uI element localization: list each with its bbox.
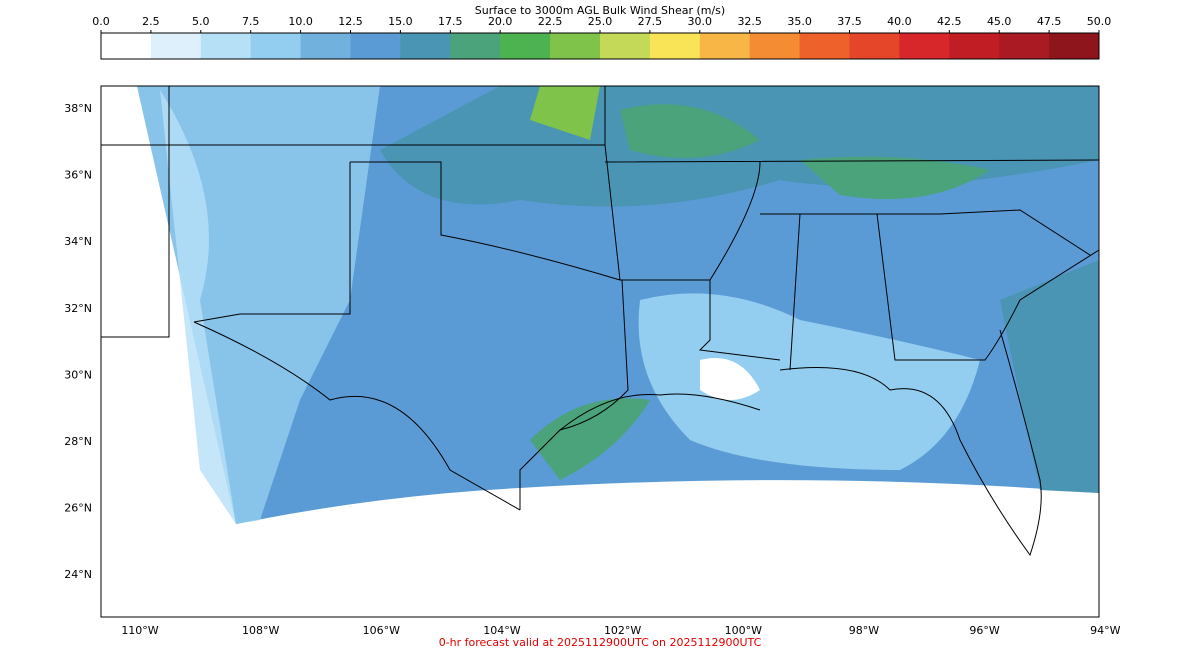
colorbar-bin <box>799 33 850 59</box>
colorbar-bin <box>400 33 451 59</box>
colorbar-bin <box>1049 33 1100 59</box>
colorbar-tick-label: 5.0 <box>192 15 210 28</box>
colorbar-bin <box>200 33 252 59</box>
colorbar-tick-label: 47.5 <box>1037 15 1062 28</box>
colorbar-tick-label: 45.0 <box>987 15 1012 28</box>
colorbar-tick-label: 30.0 <box>688 15 713 28</box>
lon-label: 100°W <box>725 624 762 637</box>
colorbar-tick-label: 2.5 <box>142 15 160 28</box>
lat-label: 30°N <box>64 368 92 381</box>
lon-label: 102°W <box>604 624 641 637</box>
lat-label: 36°N <box>64 169 92 182</box>
colorbar-tick-label: 17.5 <box>438 15 463 28</box>
colorbar-tick-label: 25.0 <box>588 15 613 28</box>
lat-label: 24°N <box>64 568 92 581</box>
colorbar-bin <box>649 33 701 59</box>
colorbar-bin <box>500 33 551 59</box>
lat-label: 32°N <box>64 302 92 315</box>
colorbar-bin <box>699 33 751 59</box>
colorbar-title: Surface to 3000m AGL Bulk Wind Shear (m/… <box>475 4 725 17</box>
colorbar-tick-label: 22.5 <box>538 15 563 28</box>
colorbar-bin <box>999 33 1050 59</box>
lon-label: 104°W <box>483 624 520 637</box>
colorbar-tick-label: 7.5 <box>242 15 260 28</box>
colorbar-tick-label: 50.0 <box>1087 15 1112 28</box>
map-axes: 38°N 36°N 34°N 32°N 30°N 28°N 26°N 24°N 110°W 108… <box>64 102 1120 637</box>
colorbar-bin <box>101 33 152 59</box>
colorbar-tick-label: 27.5 <box>638 15 663 28</box>
colorbar-bin <box>550 33 601 59</box>
map-frame <box>100 85 1100 618</box>
colorbar-bin <box>749 33 801 59</box>
colorbar-bin <box>150 33 202 59</box>
lon-label: 96°W <box>969 624 999 637</box>
colorbar-bin <box>849 33 900 59</box>
lon-label: 110°W <box>121 624 158 637</box>
lat-label: 34°N <box>64 235 92 248</box>
colorbar-tick-label: 10.0 <box>288 15 313 28</box>
colorbar: 0.0 2.5 5.0 7.5 10.0 12.5 15.0 17.5 20.0 22.5 25.0… <box>92 15 1112 60</box>
lat-label: 28°N <box>64 435 92 448</box>
lon-label: 98°W <box>849 624 879 637</box>
forecast-footer: 0-hr forecast valid at 2025112900UTC on … <box>439 636 762 649</box>
colorbar-bin <box>600 33 651 59</box>
colorbar-bin <box>949 33 1000 59</box>
colorbar-tick-label: 20.0 <box>488 15 513 28</box>
colorbar-tick-label: 35.0 <box>787 15 812 28</box>
colorbar-tick-label: 0.0 <box>92 15 110 28</box>
colorbar-tick-label: 15.0 <box>388 15 413 28</box>
colorbar-bin <box>350 33 401 59</box>
colorbar-tick-label: 12.5 <box>338 15 363 28</box>
colorbar-bin <box>899 33 950 59</box>
colorbar-tick-label: 42.5 <box>937 15 962 28</box>
lat-label: 38°N <box>64 102 92 115</box>
lat-label: 26°N <box>64 502 92 515</box>
colorbar-tick-label: 32.5 <box>737 15 762 28</box>
lon-label: 108°W <box>242 624 279 637</box>
colorbar-bin <box>250 33 302 59</box>
map <box>101 86 1099 557</box>
lon-label: 94°W <box>1090 624 1120 637</box>
colorbar-tick-label: 40.0 <box>887 15 912 28</box>
lon-label: 106°W <box>363 624 400 637</box>
colorbar-tick-label: 37.5 <box>837 15 862 28</box>
colorbar-bin <box>300 33 351 59</box>
colorbar-bin <box>450 33 501 59</box>
